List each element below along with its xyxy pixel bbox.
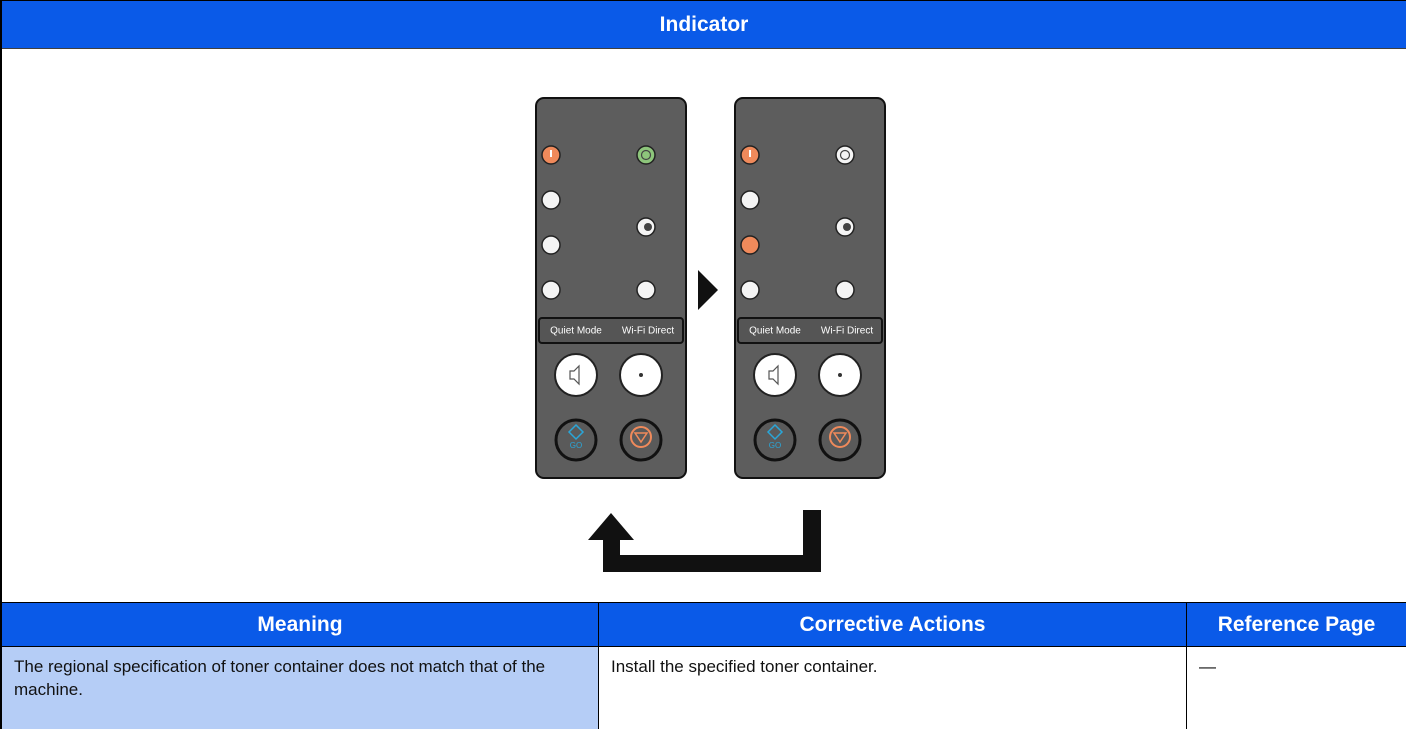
action-cell: Install the specified toner container. xyxy=(598,646,1186,729)
meaning-cell: The regional specification of toner cont… xyxy=(0,646,598,729)
loop-arrow xyxy=(588,510,821,572)
indicator-led xyxy=(541,235,561,255)
led-icon xyxy=(644,223,652,231)
button-icon xyxy=(569,364,580,386)
indicator-led xyxy=(740,190,760,210)
indicator-led xyxy=(636,145,656,165)
button-label: Quiet Mode xyxy=(749,326,801,337)
go-icon xyxy=(766,423,784,441)
indicator-led xyxy=(740,280,760,300)
stop-icon xyxy=(633,432,649,444)
reference-cell: — xyxy=(1186,646,1406,729)
stop-icon xyxy=(630,426,652,448)
stop-button xyxy=(818,418,862,462)
indicator-led xyxy=(835,145,855,165)
go-label: GO xyxy=(570,441,582,450)
stop-icon xyxy=(829,426,851,448)
button-icon xyxy=(768,364,779,386)
indicator-led xyxy=(541,190,561,210)
label-strip xyxy=(538,317,684,344)
indicator-header: Indicator xyxy=(0,0,1406,48)
indicator-led xyxy=(740,235,760,255)
column-header: Meaning xyxy=(0,602,598,646)
indicator-led xyxy=(541,280,561,300)
stop-button xyxy=(619,418,663,462)
button-icon xyxy=(639,373,643,377)
go-icon xyxy=(567,423,585,441)
button-icon xyxy=(838,373,842,377)
button-label: Quiet Mode xyxy=(550,326,602,337)
indicator-led xyxy=(636,280,656,300)
indicator-diagram: Quiet Mode Wi-Fi Direct GO Quiet Mode Wi-Fi … xyxy=(0,0,1406,602)
label-strip xyxy=(737,317,883,344)
button-label: Wi-Fi Direct xyxy=(622,326,674,337)
led-icon xyxy=(640,149,652,161)
go-label: GO xyxy=(769,441,781,450)
quiet-mode-button xyxy=(554,353,598,397)
led-icon xyxy=(839,149,851,161)
stop-icon xyxy=(832,432,848,444)
button-label: Wi-Fi Direct xyxy=(821,326,873,337)
column-header: Reference Page xyxy=(1186,602,1406,646)
led-icon xyxy=(843,223,851,231)
sequence-arrow xyxy=(698,270,718,310)
quiet-mode-button xyxy=(753,353,797,397)
indicator-led xyxy=(835,280,855,300)
column-header: Corrective Actions xyxy=(598,602,1186,646)
